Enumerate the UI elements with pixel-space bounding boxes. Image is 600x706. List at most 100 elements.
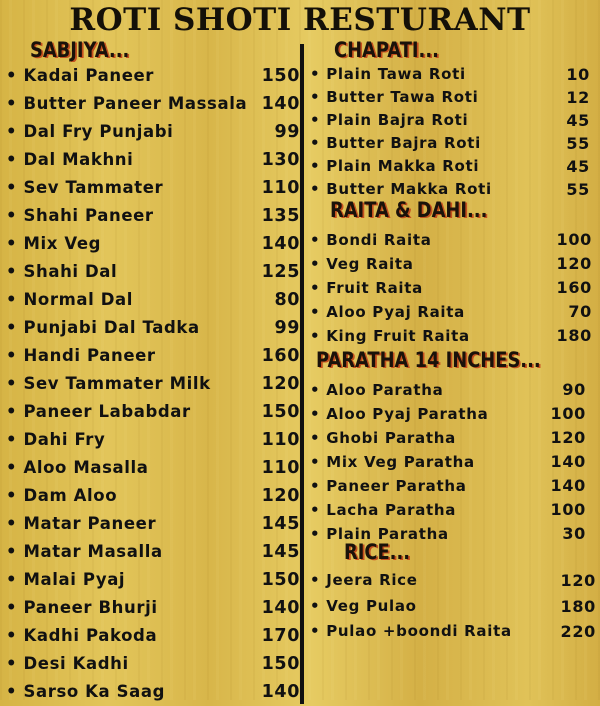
- menu-item: Plain Makka Roti 45: [310, 155, 590, 178]
- item-price: 125: [261, 262, 300, 282]
- item-price: 120: [556, 254, 592, 273]
- menu-item: Butter Paneer Massala 140: [6, 90, 300, 118]
- item-name: Sev Tammater Milk: [6, 370, 211, 398]
- item-price: 45: [566, 111, 590, 130]
- item-name: Handi Paneer: [6, 342, 156, 370]
- item-name: Butter Makka Roti: [310, 178, 492, 201]
- item-price: 220: [560, 622, 596, 641]
- item-price: 180: [560, 596, 596, 616]
- menu-item: Ghobi Paratha 120: [310, 426, 586, 450]
- menu-item: Mix Veg 140: [6, 230, 300, 258]
- item-name: Veg Raita: [310, 252, 414, 276]
- item-price: 140: [550, 476, 586, 495]
- menu-item: Dal Makhni 130: [6, 146, 300, 174]
- item-name: Mix Veg Paratha: [310, 450, 475, 474]
- item-price: 140: [261, 598, 300, 618]
- restaurant-title: ROTI SHOTI RESTURANT: [69, 2, 531, 38]
- item-name: Malai Pyaj: [6, 566, 125, 594]
- menu-item: Paneer Bhurji 140: [6, 594, 300, 622]
- item-price: 80: [274, 290, 300, 310]
- item-price: 70: [568, 302, 592, 321]
- section-heading: PARATHA 14 INCHES...: [316, 348, 541, 372]
- menu-item: Plain Paratha 30: [310, 522, 586, 546]
- item-price: 99: [274, 318, 300, 338]
- item-name: Shahi Paneer: [6, 202, 154, 230]
- menu-item: Dahi Fry 110: [6, 426, 300, 454]
- item-name: Aloo Pyaj Paratha: [310, 402, 488, 426]
- item-price: 30: [562, 524, 586, 543]
- item-name: Ghobi Paratha: [310, 426, 456, 450]
- item-name: Aloo Pyaj Raita: [310, 300, 465, 324]
- menu-item: Butter Bajra Roti 55: [310, 132, 590, 155]
- item-name: Plain Tawa Roti: [310, 63, 466, 86]
- item-price: 120: [261, 374, 300, 394]
- menu-item: Butter Makka Roti 55: [310, 178, 590, 201]
- item-price: 100: [550, 404, 586, 423]
- item-price: 160: [556, 278, 592, 297]
- menu-item: Sev Tammater Milk 120: [6, 370, 300, 398]
- item-name: Paneer Paratha: [310, 474, 467, 498]
- menu-item: Jeera Rice 120: [310, 568, 596, 594]
- item-name: Plain Bajra Roti: [310, 109, 468, 132]
- item-price: 120: [560, 571, 596, 590]
- menu-item: Desi Kadhi 150: [6, 650, 300, 678]
- section-heading: CHAPATI...: [334, 38, 439, 62]
- item-price: 12: [566, 88, 590, 107]
- item-price: 140: [261, 682, 300, 702]
- item-name: Kadhi Pakoda: [6, 622, 157, 650]
- item-price: 110: [261, 178, 300, 198]
- menu-item: Paneer Paratha 140: [310, 474, 586, 498]
- item-name: Dam Aloo: [6, 482, 117, 510]
- menu-item: Matar Paneer 145: [6, 510, 300, 538]
- item-name: Kadai Paneer: [6, 62, 154, 90]
- item-name: Veg Pulao: [310, 594, 417, 620]
- menu-item: Dam Aloo 120: [6, 482, 300, 510]
- item-name: Jeera Rice: [310, 568, 418, 594]
- item-price: 100: [550, 500, 586, 519]
- menu-item: Sarso Ka Saag 140: [6, 678, 300, 706]
- item-name: Mix Veg: [6, 230, 101, 258]
- item-price: 55: [566, 134, 590, 153]
- menu-item: Sev Tammater 110: [6, 174, 300, 202]
- section-heading: SABJIYA...: [30, 38, 130, 62]
- item-name: Sarso Ka Saag: [6, 678, 165, 706]
- menu-item: Aloo Masalla 110: [6, 454, 300, 482]
- item-price: 150: [261, 570, 300, 590]
- item-price: 45: [566, 157, 590, 176]
- item-price: 90: [562, 380, 586, 399]
- menu-item: Bondi Raita 100: [310, 228, 592, 252]
- item-price: 140: [550, 452, 586, 471]
- menu-item: Kadhi Pakoda 170: [6, 622, 300, 650]
- menu-item: Aloo Pyaj Raita 70: [310, 300, 592, 324]
- item-price: 120: [550, 428, 586, 447]
- item-name: Dal Fry Punjabi: [6, 118, 173, 146]
- item-name: Desi Kadhi: [6, 650, 129, 678]
- menu-item: King Fruit Raita 180: [310, 324, 592, 348]
- item-price: 130: [261, 150, 300, 170]
- item-name: Matar Paneer: [6, 510, 156, 538]
- menu-item: Normal Dal 80: [6, 286, 300, 314]
- item-price: 180: [556, 326, 592, 345]
- item-price: 99: [274, 122, 300, 142]
- section-heading: RAITA & DAHI...: [330, 198, 488, 222]
- item-price: 10: [566, 65, 590, 84]
- menu-item: Shahi Dal 125: [6, 258, 300, 286]
- item-name: Dahi Fry: [6, 426, 105, 454]
- item-name: Lacha Paratha: [310, 498, 456, 522]
- item-price: 100: [556, 230, 592, 249]
- item-price: 150: [261, 66, 300, 86]
- item-price: 160: [261, 346, 300, 366]
- item-price: 55: [566, 180, 590, 199]
- item-name: Butter Paneer Massala: [6, 90, 247, 118]
- item-price: 170: [261, 626, 300, 646]
- menu-item: Matar Masalla 145: [6, 538, 300, 566]
- item-name: Normal Dal: [6, 286, 133, 314]
- item-name: Paneer Bhurji: [6, 594, 158, 622]
- menu-item: Pulao +boondi Raita 220: [310, 619, 596, 645]
- item-name: Bondi Raita: [310, 228, 432, 252]
- section-raita: RAITA & DAHI... Bondi Raita 100 Veg Raita 1…: [310, 198, 592, 348]
- menu-item: Veg Raita 120: [310, 252, 592, 276]
- section-paratha: PARATHA 14 INCHES... Aloo Paratha90Aloo …: [310, 348, 586, 546]
- item-name: Butter Tawa Roti: [310, 86, 478, 109]
- item-name: Plain Paratha: [310, 522, 449, 546]
